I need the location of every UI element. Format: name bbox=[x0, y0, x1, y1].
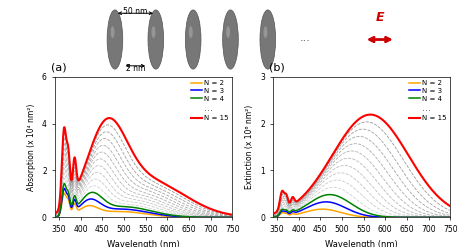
Ellipse shape bbox=[148, 10, 164, 69]
Ellipse shape bbox=[152, 26, 155, 38]
Y-axis label: Absorption (x 10⁴ nm²): Absorption (x 10⁴ nm²) bbox=[27, 103, 36, 191]
Ellipse shape bbox=[107, 10, 123, 69]
Ellipse shape bbox=[110, 26, 115, 38]
Legend: N = 2, N = 3, N = 4, ..., N = 15: N = 2, N = 3, N = 4, ..., N = 15 bbox=[191, 80, 229, 121]
Ellipse shape bbox=[264, 26, 267, 38]
Ellipse shape bbox=[189, 26, 193, 38]
Y-axis label: Extinction (x 10⁶ nm²): Extinction (x 10⁶ nm²) bbox=[246, 105, 255, 189]
X-axis label: Wavelength (nm): Wavelength (nm) bbox=[107, 240, 180, 247]
Text: 50 nm: 50 nm bbox=[123, 7, 147, 16]
Ellipse shape bbox=[185, 10, 201, 69]
Text: (a): (a) bbox=[51, 62, 66, 72]
Ellipse shape bbox=[260, 10, 276, 69]
Text: 2 nm: 2 nm bbox=[126, 64, 145, 73]
Text: E: E bbox=[375, 11, 384, 24]
Legend: N = 2, N = 3, N = 4, ..., N = 15: N = 2, N = 3, N = 4, ..., N = 15 bbox=[409, 80, 447, 121]
Text: ···: ··· bbox=[300, 36, 310, 46]
Ellipse shape bbox=[226, 26, 230, 38]
Ellipse shape bbox=[223, 10, 238, 69]
Text: (b): (b) bbox=[269, 62, 285, 72]
X-axis label: Wavelength (nm): Wavelength (nm) bbox=[325, 240, 398, 247]
